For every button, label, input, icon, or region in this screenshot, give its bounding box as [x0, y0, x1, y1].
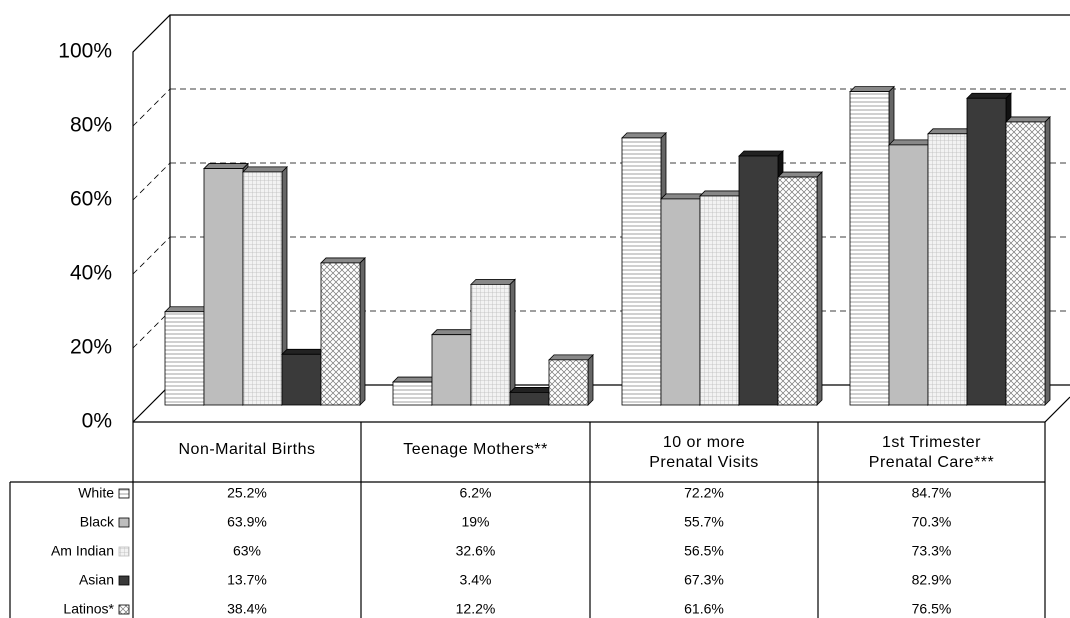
legend-label: White [78, 485, 114, 501]
value-label: 76.5% [912, 601, 952, 617]
value-label: 70.3% [912, 514, 952, 530]
value-label: 55.7% [684, 514, 724, 530]
bar [1005, 121, 1046, 406]
grid-line-side [132, 162, 171, 201]
bar-top [927, 128, 973, 135]
bar-top [699, 190, 745, 197]
value-label: 82.9% [912, 572, 952, 588]
legend-swatch [118, 517, 130, 528]
value-label: 63% [233, 543, 261, 559]
bar [242, 171, 283, 406]
category-label: Prenatal Care*** [869, 454, 994, 471]
bar [470, 283, 511, 406]
bar-top [621, 132, 667, 139]
category-label: 10 or more [663, 434, 745, 451]
value-label: 13.7% [227, 572, 267, 588]
value-label: 84.7% [912, 485, 952, 501]
value-label: 12.2% [456, 601, 496, 617]
bar [699, 195, 740, 406]
legend-label: Black [80, 514, 115, 530]
y-tick-label: 80% [70, 114, 112, 137]
grid-line-side [132, 384, 171, 423]
legend-label: Latinos* [63, 601, 114, 617]
grid-line-side [132, 88, 171, 127]
bar-top [509, 387, 555, 393]
bar [777, 176, 818, 406]
bar [888, 144, 929, 406]
bar [927, 133, 968, 406]
bar [621, 137, 662, 406]
bar-top [431, 329, 477, 336]
bar-top [281, 348, 327, 355]
legend-label: Am Indian [51, 543, 114, 559]
value-label: 6.2% [460, 485, 492, 501]
bar-top [777, 171, 823, 178]
bar-top [966, 92, 1012, 99]
value-label: 3.4% [460, 572, 492, 588]
y-tick-label: 0% [82, 410, 112, 433]
grid-line-side [132, 14, 171, 53]
legend-swatch [118, 604, 130, 615]
value-label: 19% [461, 514, 489, 530]
bar [320, 262, 361, 406]
y-tick-label: 100% [58, 40, 112, 63]
bar [431, 334, 472, 406]
grid-line-side [132, 236, 171, 275]
bar [281, 353, 322, 406]
bar [966, 97, 1007, 406]
category-label: 1st Trimester [882, 434, 981, 451]
value-label: 61.6% [684, 601, 724, 617]
bar-top [1005, 116, 1051, 123]
bar-top [392, 376, 438, 383]
bar-side [816, 171, 823, 406]
y-tick-label: 40% [70, 262, 112, 285]
bar-top [242, 166, 288, 173]
bar-top [164, 306, 210, 313]
bar-top [320, 257, 366, 264]
bar [164, 311, 205, 406]
value-label: 38.4% [227, 601, 267, 617]
legend-swatch [118, 546, 130, 557]
grid-line-side [132, 310, 171, 349]
value-label: 25.2% [227, 485, 267, 501]
bar [392, 381, 433, 406]
value-label: 67.3% [684, 572, 724, 588]
bar-side [359, 256, 366, 406]
value-label: 73.3% [912, 543, 952, 559]
bar-top [888, 139, 934, 146]
bar [660, 198, 701, 406]
bar-top [660, 193, 706, 200]
category-label: Non-Marital Births [178, 441, 315, 458]
bar-top [203, 163, 249, 169]
bar [203, 168, 244, 406]
value-label: 63.9% [227, 514, 267, 530]
legend-label: Asian [79, 572, 114, 588]
y-tick-label: 20% [70, 336, 112, 359]
bar [849, 91, 890, 406]
value-label: 32.6% [456, 543, 496, 559]
bar-side [509, 278, 516, 406]
value-label: 56.5% [684, 543, 724, 559]
bar [738, 155, 779, 406]
legend-swatch [118, 575, 130, 586]
y-tick-label: 60% [70, 188, 112, 211]
bar [509, 392, 550, 406]
bar-top [738, 150, 784, 157]
bar-top [548, 354, 594, 361]
bar [548, 359, 589, 406]
bar-top [470, 278, 516, 285]
legend-swatch [118, 488, 130, 499]
bar-side [587, 353, 594, 406]
value-label: 72.2% [684, 485, 724, 501]
category-label: Teenage Mothers** [403, 441, 548, 458]
category-label: Prenatal Visits [649, 454, 758, 471]
bar-side [1044, 115, 1051, 406]
bar-top [849, 86, 895, 93]
